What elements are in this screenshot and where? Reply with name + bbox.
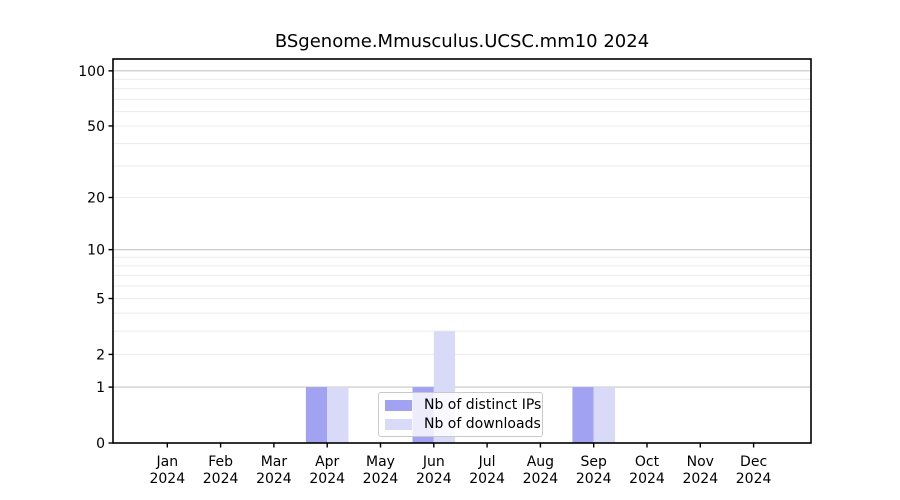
x-tick-label-month-aug: Aug (527, 454, 554, 470)
legend-swatch-downloads (385, 418, 412, 430)
chart-title: BSgenome.Mmusculus.UCSC.mm10 2024 (274, 31, 650, 52)
x-tick-label-year-jul: 2024 (469, 471, 505, 487)
bar-downloads-sep (593, 387, 615, 443)
x-tick-label-year-oct: 2024 (629, 471, 665, 487)
x-tick-label-month-jun: Jun (422, 454, 445, 470)
x-tick-label-year-aug: 2024 (523, 471, 559, 487)
legend-label-distinct-ips: Nb of distinct IPs (424, 397, 542, 413)
x-tick-label-year-dec: 2024 (736, 471, 772, 487)
x-tick-label-month-apr: Apr (315, 454, 339, 470)
x-tick-label-month-feb: Feb (208, 454, 233, 470)
y-tick-label-20: 20 (87, 191, 105, 207)
y-tick-label-50: 50 (87, 119, 105, 135)
legend-swatch-distinct-ips (385, 399, 412, 411)
legend-item-distinct-ips: Nb of distinct IPs (385, 396, 542, 414)
y-tick-label-1: 1 (96, 380, 105, 396)
x-tick-label-month-dec: Dec (740, 454, 767, 470)
y-tick-label-5: 5 (96, 292, 105, 308)
x-tick-label-year-apr: 2024 (309, 471, 345, 487)
legend: Nb of distinct IPs Nb of downloads (378, 392, 543, 437)
x-tick-label-year-sep: 2024 (576, 471, 612, 487)
y-tick-label-10: 10 (87, 243, 105, 259)
bar-distinct-ips-apr (305, 387, 328, 443)
x-tick-label-month-oct: Oct (635, 454, 660, 470)
y-tick-label-0: 0 (96, 436, 105, 452)
legend-item-downloads: Nb of downloads (385, 415, 542, 433)
x-tick-label-month-jul: Jul (478, 454, 496, 470)
y-tick-label-100: 100 (78, 64, 105, 80)
x-tick-label-month-sep: Sep (581, 454, 608, 470)
x-tick-label-month-nov: Nov (687, 454, 714, 470)
x-tick-label-year-may: 2024 (363, 471, 399, 487)
bar-distinct-ips-sep (572, 387, 594, 443)
x-tick-label-year-jan: 2024 (149, 471, 185, 487)
x-tick-label-year-nov: 2024 (682, 471, 718, 487)
plot-border (112, 58, 812, 444)
y-tick-label-2: 2 (96, 347, 105, 363)
bar-downloads-apr (327, 387, 349, 443)
x-tick-label-year-mar: 2024 (256, 471, 292, 487)
x-tick-label-month-may: May (366, 454, 395, 470)
x-tick-label-year-feb: 2024 (203, 471, 239, 487)
x-tick-label-month-mar: Mar (261, 454, 288, 470)
x-tick-label-year-jun: 2024 (416, 471, 452, 487)
x-tick-label-month-jan: Jan (156, 454, 179, 470)
legend-label-downloads: Nb of downloads (424, 416, 541, 432)
